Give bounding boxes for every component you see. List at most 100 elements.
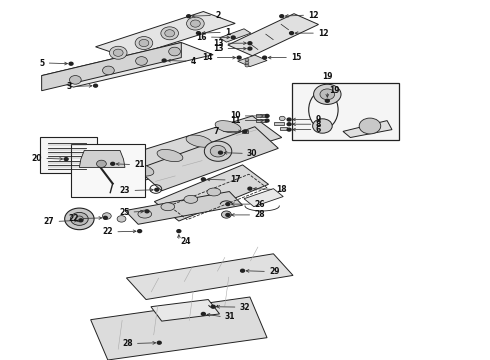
Circle shape <box>245 58 249 61</box>
Text: 6: 6 <box>316 125 321 134</box>
Circle shape <box>161 27 178 40</box>
Text: 28: 28 <box>122 339 133 348</box>
Circle shape <box>79 219 83 222</box>
Circle shape <box>135 37 153 50</box>
Text: 20: 20 <box>32 154 42 163</box>
Ellipse shape <box>215 121 241 133</box>
Text: 16: 16 <box>196 32 207 41</box>
Circle shape <box>226 203 230 206</box>
Text: 22: 22 <box>69 214 79 223</box>
Polygon shape <box>244 189 283 207</box>
Text: 32: 32 <box>240 302 250 312</box>
Text: 12: 12 <box>308 10 318 19</box>
Polygon shape <box>238 55 267 67</box>
Circle shape <box>245 61 249 64</box>
Bar <box>292 83 399 140</box>
Polygon shape <box>228 14 318 56</box>
Circle shape <box>94 84 98 87</box>
Text: 11: 11 <box>230 116 241 125</box>
Circle shape <box>248 47 252 50</box>
Circle shape <box>287 123 291 126</box>
Circle shape <box>219 151 222 154</box>
Circle shape <box>287 128 291 131</box>
Circle shape <box>187 15 191 18</box>
Polygon shape <box>151 300 220 321</box>
Circle shape <box>226 213 230 216</box>
Text: 24: 24 <box>181 237 191 246</box>
Circle shape <box>325 99 329 102</box>
Circle shape <box>145 210 149 213</box>
Text: 14: 14 <box>202 53 213 62</box>
Text: 23: 23 <box>120 186 130 195</box>
Polygon shape <box>42 42 181 91</box>
Circle shape <box>187 17 204 30</box>
Ellipse shape <box>186 135 212 147</box>
Text: 27: 27 <box>44 217 54 226</box>
Text: 21: 21 <box>134 160 145 169</box>
Text: 19: 19 <box>322 72 333 81</box>
Circle shape <box>320 89 335 100</box>
Circle shape <box>71 212 88 225</box>
Text: 5: 5 <box>40 58 45 68</box>
Circle shape <box>191 20 200 27</box>
Text: 13: 13 <box>213 39 223 48</box>
Circle shape <box>201 312 205 315</box>
Circle shape <box>136 57 147 65</box>
Text: 4: 4 <box>191 57 196 66</box>
Circle shape <box>313 119 332 133</box>
Ellipse shape <box>157 149 183 162</box>
Circle shape <box>196 32 200 35</box>
Circle shape <box>290 32 294 35</box>
Ellipse shape <box>128 164 154 176</box>
Circle shape <box>265 119 269 122</box>
Circle shape <box>65 208 94 230</box>
Polygon shape <box>220 29 251 42</box>
Text: 28: 28 <box>254 210 265 219</box>
Polygon shape <box>154 165 269 221</box>
Text: 1: 1 <box>225 28 230 37</box>
Circle shape <box>245 64 249 67</box>
Ellipse shape <box>184 195 198 203</box>
Circle shape <box>155 188 159 191</box>
Circle shape <box>248 187 252 190</box>
Text: 26: 26 <box>254 199 265 209</box>
Circle shape <box>237 56 241 59</box>
Circle shape <box>97 160 106 167</box>
Circle shape <box>69 62 73 65</box>
Circle shape <box>204 141 232 161</box>
Circle shape <box>75 216 83 222</box>
Circle shape <box>64 158 68 161</box>
Circle shape <box>210 145 226 157</box>
Circle shape <box>109 46 127 59</box>
Circle shape <box>102 213 111 219</box>
Text: 29: 29 <box>269 267 279 276</box>
Text: 31: 31 <box>225 312 235 321</box>
Text: 17: 17 <box>230 175 241 184</box>
Circle shape <box>70 76 81 84</box>
Text: 12: 12 <box>318 29 328 37</box>
Circle shape <box>169 47 180 56</box>
Polygon shape <box>91 297 267 360</box>
Circle shape <box>138 230 142 233</box>
Circle shape <box>102 66 114 75</box>
Text: 15: 15 <box>291 53 301 62</box>
Circle shape <box>103 216 107 219</box>
Circle shape <box>165 30 174 37</box>
Circle shape <box>117 216 126 222</box>
Circle shape <box>162 59 166 62</box>
Bar <box>274 122 284 125</box>
Circle shape <box>177 230 181 233</box>
Polygon shape <box>79 150 125 167</box>
Text: 13: 13 <box>213 44 223 53</box>
Text: 25: 25 <box>119 207 129 217</box>
Ellipse shape <box>161 203 175 211</box>
Circle shape <box>287 118 291 121</box>
Circle shape <box>248 42 252 45</box>
Text: 22: 22 <box>103 228 113 236</box>
Polygon shape <box>126 254 293 300</box>
Circle shape <box>139 40 149 47</box>
Circle shape <box>231 36 235 39</box>
Polygon shape <box>343 121 392 138</box>
Ellipse shape <box>207 188 220 196</box>
Circle shape <box>221 211 231 218</box>
